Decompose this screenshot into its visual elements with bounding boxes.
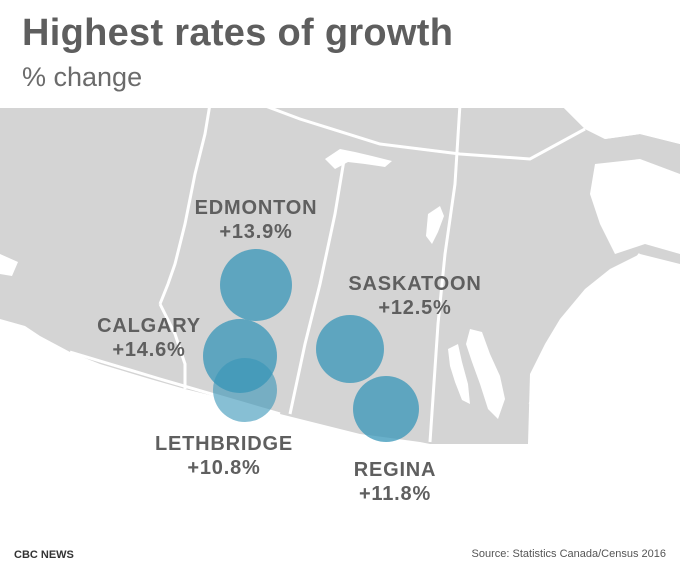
label-edmonton: EDMONTON +13.9% [188, 196, 324, 244]
lake-athabasca [426, 206, 444, 244]
hudson-bay-2 [590, 159, 680, 254]
city-value: +13.9% [219, 221, 293, 243]
chart-subtitle: % change [22, 62, 143, 92]
bubble-edmonton [220, 249, 292, 321]
label-calgary: CALGARY +14.6% [84, 314, 214, 362]
lake-winnipegosis [448, 344, 470, 404]
city-name: CALGARY [97, 315, 201, 337]
city-value: +11.8% [358, 483, 432, 505]
city-value: +12.5% [378, 297, 452, 319]
city-name: SASKATOON [348, 273, 482, 295]
great-slave-lake [325, 149, 392, 169]
city-name: EDMONTON [194, 197, 318, 219]
bubble-saskatoon [316, 315, 384, 383]
land-mass [0, 104, 680, 444]
lake-winnipeg [466, 329, 505, 419]
label-saskatoon: SASKATOON +12.5% [340, 272, 490, 320]
coast-island [8, 279, 58, 336]
brand-logo: CBC NEWS [14, 549, 74, 561]
label-regina: REGINA +11.8% [340, 458, 450, 506]
city-name: LETHBRIDGE [155, 433, 293, 455]
city-value: +10.8% [187, 457, 261, 479]
chart-title: Highest rates of growth [22, 12, 454, 54]
prairies-map [0, 104, 680, 524]
growth-bubbles [203, 249, 419, 442]
bubble-regina [353, 376, 419, 442]
city-value: +14.6% [112, 339, 186, 361]
coast-water [0, 254, 18, 276]
hudson-bay [560, 104, 680, 144]
bubble-lethbridge [213, 358, 277, 422]
city-name: REGINA [353, 459, 437, 481]
label-lethbridge: LETHBRIDGE +10.8% [138, 432, 310, 480]
source-note: Source: Statistics Canada/Census 2016 [471, 548, 666, 560]
north-coast [0, 104, 680, 108]
map-svg [0, 104, 680, 444]
